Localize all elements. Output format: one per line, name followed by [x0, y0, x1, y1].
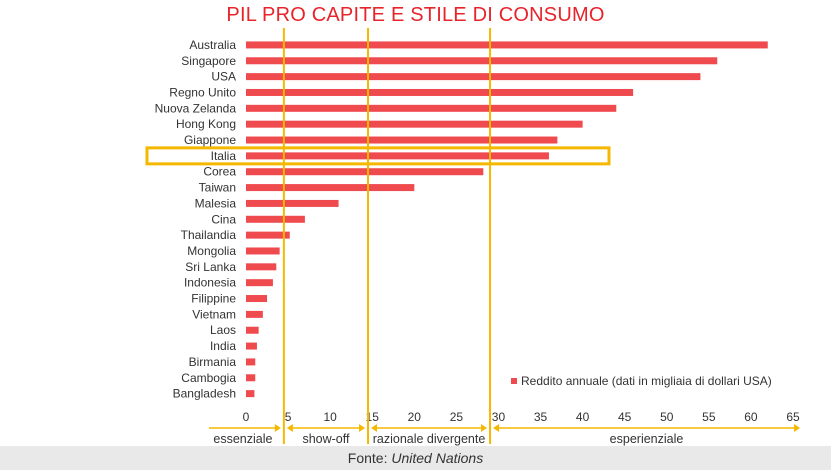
- category-label: Corea: [203, 165, 236, 179]
- category-label: India: [210, 339, 236, 353]
- category-label: Thailandia: [181, 228, 237, 242]
- bar: [246, 168, 484, 176]
- category-label: Cambogia: [181, 371, 236, 385]
- category-label: USA: [211, 70, 236, 84]
- legend-label: Reddito annuale (dati in migliaia di dol…: [521, 374, 772, 388]
- category-label: Taiwan: [199, 181, 236, 195]
- x-tick-label: 25: [450, 410, 464, 424]
- segment-label: esperienziale: [610, 432, 684, 446]
- x-tick-label: 30: [492, 410, 506, 424]
- bar: [246, 263, 277, 271]
- x-tick-label: 35: [534, 410, 548, 424]
- category-label: Hong Kong: [176, 117, 236, 131]
- segment-arrow-head-left: [286, 424, 293, 432]
- bar: [246, 199, 339, 207]
- bar: [246, 88, 634, 96]
- segment-label: razionale divergente: [373, 432, 486, 446]
- bar: [246, 326, 259, 334]
- category-label: Australia: [189, 38, 236, 52]
- bar: [246, 215, 305, 223]
- segment-label: essenziale: [213, 432, 272, 446]
- x-tick-label: 5: [285, 410, 292, 424]
- footer-bar: [0, 446, 831, 470]
- bar: [246, 120, 583, 128]
- footer-source: Fonte: United Nations: [0, 450, 831, 466]
- bar: [246, 136, 558, 144]
- segment-arrow-head-right: [359, 424, 366, 432]
- category-label: Sri Lanka: [185, 260, 236, 274]
- category-label: Regno Unito: [169, 85, 236, 99]
- legend-swatch: [511, 378, 517, 384]
- bar: [246, 57, 718, 65]
- x-tick-label: 45: [618, 410, 632, 424]
- category-label: Nuova Zelanda: [155, 101, 237, 115]
- segment-label: show-off: [302, 432, 350, 446]
- bar: [246, 184, 415, 192]
- bar: [246, 247, 280, 255]
- bar: [246, 152, 549, 160]
- chart-title: PIL PRO CAPITE E STILE DI CONSUMO: [226, 4, 605, 26]
- category-label: Vietnam: [192, 307, 236, 321]
- category-label: Malesia: [195, 196, 237, 210]
- x-tick-label: 50: [660, 410, 674, 424]
- bar: [246, 73, 701, 81]
- x-tick-label: 10: [323, 410, 337, 424]
- highlight-box: [145, 146, 611, 166]
- segment-arrow-head-right: [274, 424, 281, 432]
- bar: [246, 310, 263, 318]
- category-label: Indonesia: [184, 276, 236, 290]
- bar: [246, 279, 273, 287]
- x-tick-label: 60: [744, 410, 758, 424]
- bar: [246, 342, 257, 350]
- category-label: Mongolia: [187, 244, 236, 258]
- segment-arrow-head-left: [371, 424, 378, 432]
- x-tick-label: 0: [243, 410, 250, 424]
- category-label: Bangladesh: [173, 387, 236, 401]
- x-tick-label: 20: [408, 410, 422, 424]
- category-label: Laos: [210, 323, 236, 337]
- category-label: Birmania: [189, 355, 237, 369]
- category-label: Cina: [211, 212, 236, 226]
- segment-arrow-head-left: [493, 424, 500, 432]
- x-tick-label: 40: [576, 410, 590, 424]
- footer-source-name: United Nations: [391, 450, 484, 466]
- category-label: Italia: [211, 149, 237, 163]
- bar: [246, 374, 256, 382]
- bar: [246, 358, 256, 366]
- category-label: Giappone: [184, 133, 236, 147]
- bar: [246, 104, 617, 112]
- segment-arrow-head-right: [794, 424, 800, 432]
- bar: [246, 41, 768, 49]
- category-label: Filippine: [191, 292, 236, 306]
- bar: [246, 231, 290, 239]
- footer-prefix: Fonte:: [347, 450, 392, 466]
- category-label: Singapore: [181, 54, 236, 68]
- x-tick-label: 55: [702, 410, 716, 424]
- segment-arrow-head-right: [481, 424, 488, 432]
- bar: [246, 390, 255, 398]
- bar: [246, 295, 268, 303]
- x-tick-label: 65: [786, 410, 800, 424]
